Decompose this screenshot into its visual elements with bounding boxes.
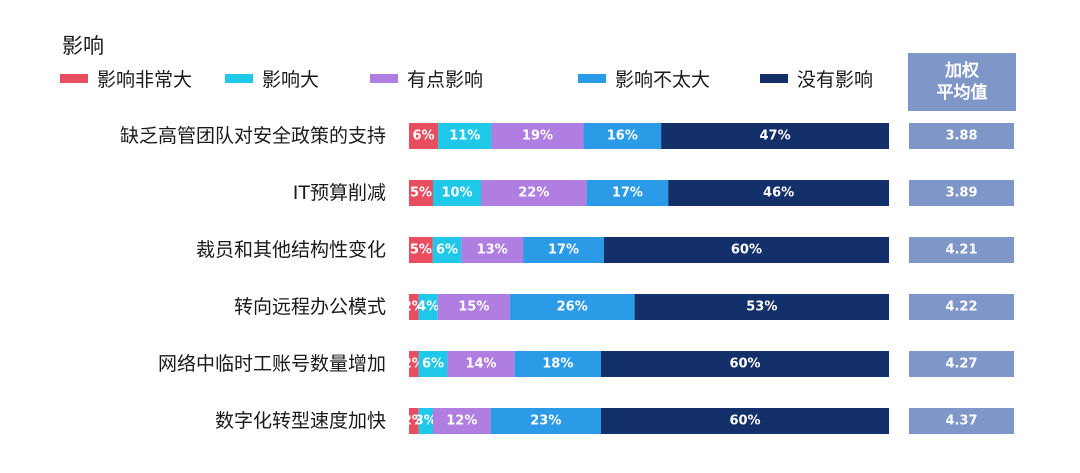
legend-label-low: 影响不太大 xyxy=(615,68,711,91)
legend-swatch-some xyxy=(370,73,398,83)
segment-value-label: 3% xyxy=(415,414,437,429)
segment-value-label: 5% xyxy=(410,243,432,258)
weighted-average-value: 4.21 xyxy=(945,243,977,258)
bar-segment xyxy=(409,408,419,434)
bar-segment xyxy=(509,294,635,320)
bar-segment xyxy=(409,180,433,206)
bar-segment xyxy=(601,408,889,434)
legend-item-none: 没有影响 xyxy=(760,64,873,92)
segment-value-label: 6% xyxy=(422,357,444,372)
segment-value-label: 5% xyxy=(410,186,432,201)
segment-value-label: 12% xyxy=(446,414,477,429)
bar-segment xyxy=(433,408,491,434)
legend-item-low: 影响不太大 xyxy=(578,64,710,92)
bar-segment xyxy=(490,408,601,434)
bar-segment xyxy=(418,294,438,320)
segment-value-label: 53% xyxy=(746,300,777,315)
legend-swatch-none xyxy=(760,73,788,83)
legend-swatch-very-high xyxy=(60,73,88,83)
segment-value-label: 6% xyxy=(413,129,435,144)
bar-segment xyxy=(586,180,669,206)
legend-label-some: 有点影响 xyxy=(407,68,484,91)
weighted-average-header-line1: 加权 xyxy=(945,61,979,81)
segment-value-label: 46% xyxy=(763,186,794,201)
segment-value-label: 4% xyxy=(417,300,439,315)
bar-segment xyxy=(661,123,889,149)
bar-segment xyxy=(418,351,448,377)
category-label: IT预算削减 xyxy=(293,182,386,204)
segment-value-label: 11% xyxy=(449,129,480,144)
bar-segment xyxy=(634,294,889,320)
segment-value-label: 22% xyxy=(518,186,549,201)
segment-value-label: 16% xyxy=(607,129,638,144)
weighted-average-box xyxy=(909,294,1014,320)
legend-label-high: 影响大 xyxy=(262,68,320,91)
category-label: 网络中临时工账号数量增加 xyxy=(158,353,386,375)
weighted-average-value: 4.27 xyxy=(945,357,977,372)
category-label: 缺乏高管团队对安全政策的支持 xyxy=(120,125,386,147)
legend-item-very-high: 影响非常大 xyxy=(60,64,192,92)
legend-label-none: 没有影响 xyxy=(797,68,874,91)
category-label: 转向远程办公模式 xyxy=(234,296,386,318)
bar-segment xyxy=(438,123,492,149)
weighted-average-value: 3.89 xyxy=(945,186,977,201)
weighted-average-box xyxy=(909,123,1014,149)
legend-title: 影响 xyxy=(62,34,104,58)
segment-value-label: 60% xyxy=(731,243,762,258)
weighted-average-box xyxy=(909,237,1014,263)
bar-segment xyxy=(461,237,524,263)
segment-value-label: 17% xyxy=(548,243,579,258)
bar-segment xyxy=(409,123,439,149)
weighted-average-value: 3.88 xyxy=(945,129,977,144)
legend-item-high: 影响大 xyxy=(225,64,319,92)
bar-segment xyxy=(409,237,433,263)
segment-value-label: 60% xyxy=(729,414,760,429)
segment-value-label: 26% xyxy=(557,300,588,315)
segment-value-label: 18% xyxy=(542,357,573,372)
bar-segment xyxy=(433,180,481,206)
weighted-average-box xyxy=(909,408,1014,434)
weighted-average-box xyxy=(909,351,1014,377)
legend-item-some: 有点影响 xyxy=(370,64,483,92)
weighted-average-value: 4.22 xyxy=(945,300,977,315)
legend-label-very-high: 影响非常大 xyxy=(97,68,193,91)
segment-value-label: 47% xyxy=(759,129,790,144)
segment-value-label: 13% xyxy=(477,243,508,258)
segment-value-label: 6% xyxy=(436,243,458,258)
category-label: 裁员和其他结构性变化 xyxy=(196,239,386,261)
segment-value-label: 14% xyxy=(465,357,496,372)
bar-segment xyxy=(668,180,889,206)
weighted-average-value: 4.37 xyxy=(945,414,977,429)
category-label: 数字化转型速度加快 xyxy=(215,410,386,432)
segment-value-label: 23% xyxy=(530,414,561,429)
bar-segment xyxy=(447,351,515,377)
legend-swatch-low xyxy=(578,73,606,83)
segment-value-label: 60% xyxy=(729,357,760,372)
bar-segment xyxy=(432,237,462,263)
segment-value-label: 15% xyxy=(458,300,489,315)
bar-segment xyxy=(481,180,587,206)
segment-value-label: 17% xyxy=(612,186,643,201)
weighted-average-header-line2: 平均值 xyxy=(936,83,988,103)
segment-value-label: 10% xyxy=(441,186,472,201)
bar-segment xyxy=(418,408,433,434)
bar-segment xyxy=(437,294,510,320)
weighted-average-box xyxy=(909,180,1014,206)
bar-segment xyxy=(409,294,419,320)
segment-value-label: 19% xyxy=(522,129,553,144)
weighted-average-header: 加权 平均值 xyxy=(908,53,1016,111)
bar-segment xyxy=(409,351,419,377)
bar-segment xyxy=(514,351,601,377)
bar-segment xyxy=(523,237,604,263)
legend-swatch-high xyxy=(225,73,253,83)
bar-segment xyxy=(601,351,889,377)
bar-segment xyxy=(603,237,889,263)
bar-segment xyxy=(491,123,584,149)
bar-segment xyxy=(583,123,662,149)
